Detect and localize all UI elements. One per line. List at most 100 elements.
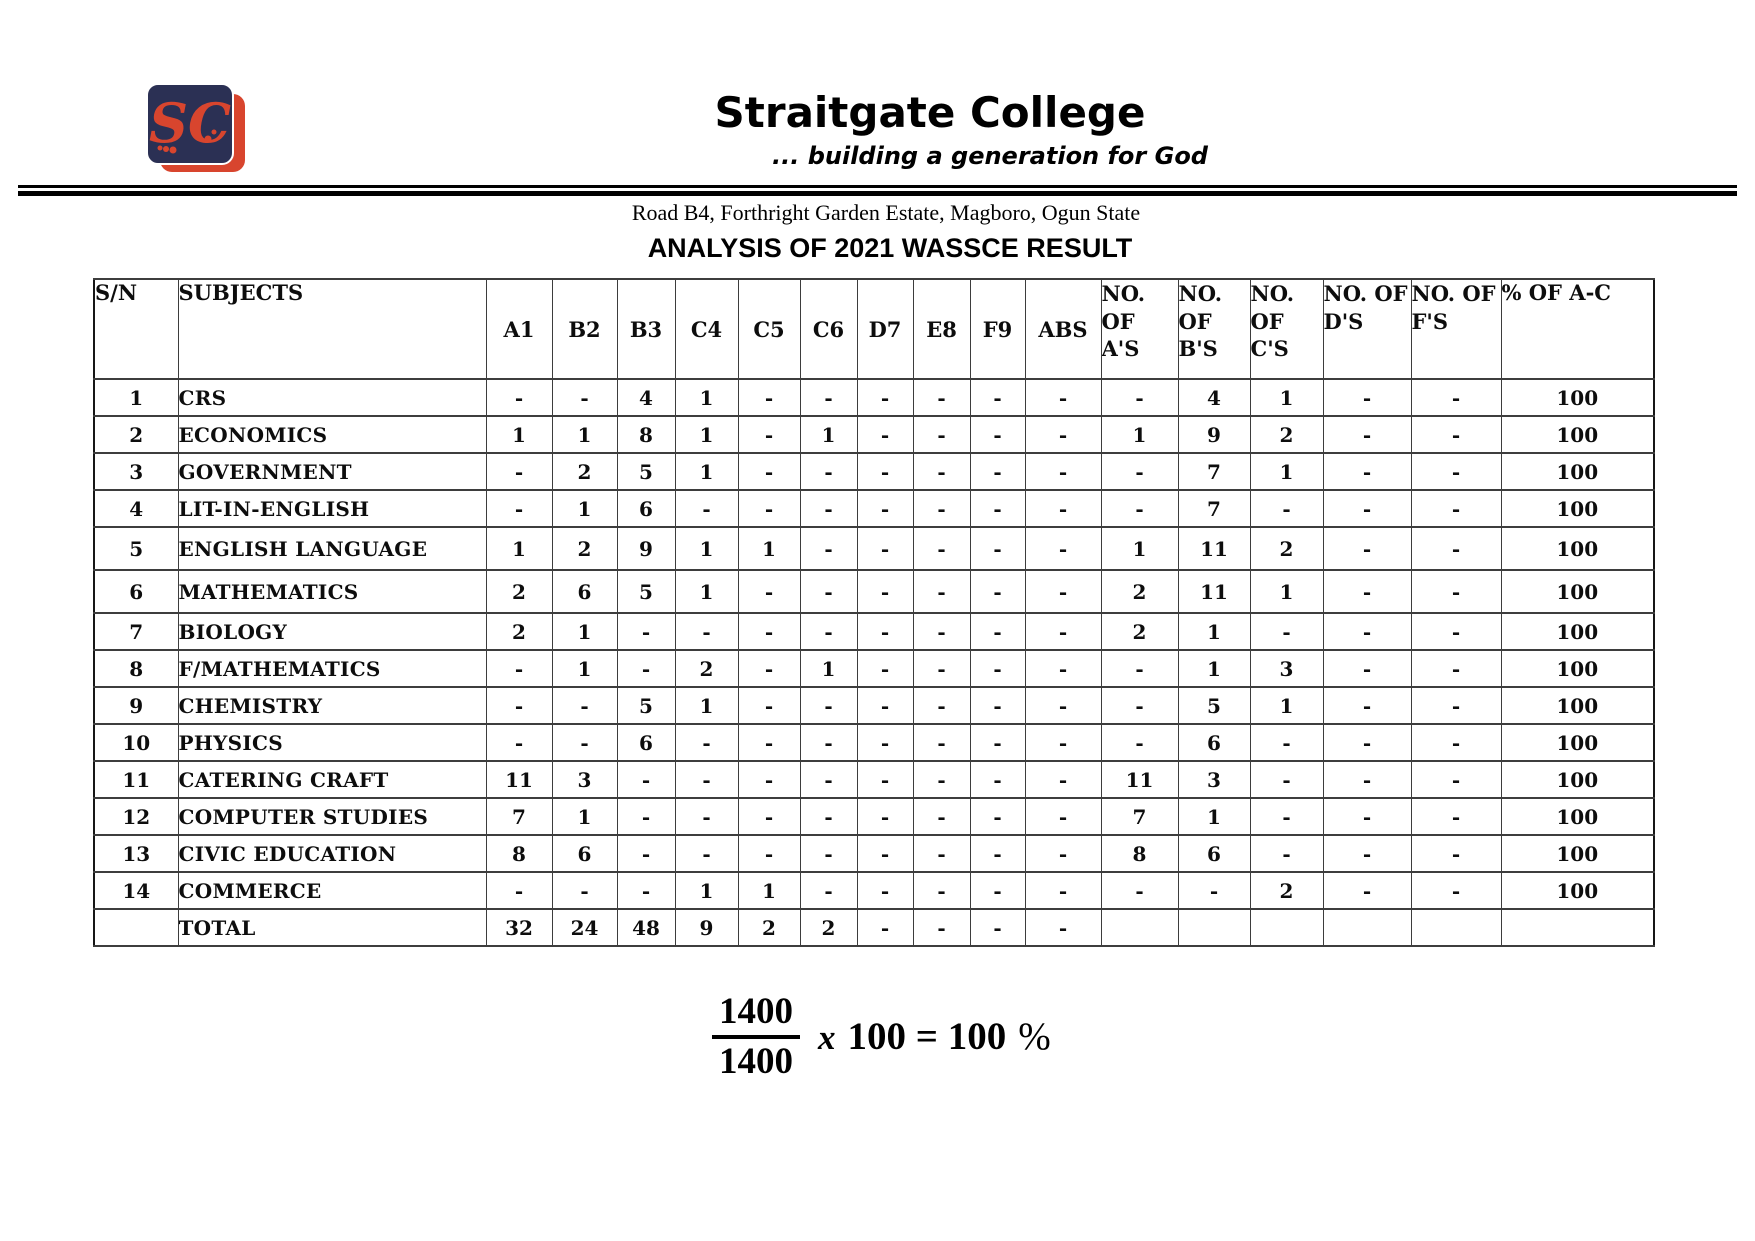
cell: 13 xyxy=(93,834,179,873)
cell: - xyxy=(674,723,739,762)
cell: - xyxy=(1100,871,1179,910)
cell: - xyxy=(1322,760,1412,799)
cell: TOTAL xyxy=(177,908,487,947)
cell: 100 xyxy=(1500,612,1655,651)
cell: - xyxy=(1322,526,1412,571)
cell: - xyxy=(674,834,739,873)
cell: 2 xyxy=(1249,415,1324,454)
cell: - xyxy=(737,452,801,491)
header-cell: S/N xyxy=(93,278,179,380)
table-row: 1 CRS - -4 1- - - - - - -4 1- -100 xyxy=(93,378,1655,417)
cell: - xyxy=(1249,797,1324,836)
logo-dot-icon xyxy=(211,129,217,135)
table-row-total: TOTAL 32 24 48 9 2 2- - - - xyxy=(93,908,1655,947)
cell: - xyxy=(485,378,553,417)
cell: 1 xyxy=(674,378,739,417)
cell: 1 xyxy=(551,797,618,836)
cell: - xyxy=(799,378,858,417)
cell: 1 xyxy=(674,871,739,910)
cell: 4 xyxy=(616,378,676,417)
cell: 7 xyxy=(1177,489,1251,528)
cell: - xyxy=(856,686,914,725)
cell: - xyxy=(969,723,1026,762)
cell: - xyxy=(856,452,914,491)
header-cell: SUBJECTS xyxy=(177,278,487,380)
formula-multiply-x: x xyxy=(818,1018,836,1058)
cell: - xyxy=(1322,612,1412,651)
cell xyxy=(93,908,179,947)
cell xyxy=(1100,908,1179,947)
cell: - xyxy=(1410,415,1502,454)
cell: 6 xyxy=(551,834,618,873)
school-logo: SC xyxy=(145,82,247,174)
table-row: 3 GOVERNMENT -2 5 1- - - - - - -7 1- -100 xyxy=(93,452,1655,491)
cell: 9 xyxy=(1177,415,1251,454)
cell: - xyxy=(737,797,801,836)
cell: - xyxy=(737,723,801,762)
logo-dot-icon xyxy=(169,146,177,154)
cell: - xyxy=(1410,569,1502,614)
cell: - xyxy=(616,834,676,873)
cell: - xyxy=(912,871,971,910)
cell: 9 xyxy=(93,686,179,725)
cell: 1 xyxy=(674,415,739,454)
school-slogan: ... building a generation for God xyxy=(772,142,1208,170)
logo-navy-panel xyxy=(146,83,234,165)
cell: MATHEMATICS xyxy=(177,569,487,614)
cell: 3 xyxy=(1249,649,1324,688)
table-row: 13 CIVIC EDUCATION 8 6- - - - - - - -8 6- - -100 xyxy=(93,834,1655,873)
table-header: S/N SUBJECTS A1 B2 B3 C4 C5 C6 D7 E8 F9 ABS NO. OF A… xyxy=(93,278,1655,380)
cell: 10 xyxy=(93,723,179,762)
cell: 32 xyxy=(485,908,553,947)
cell: - xyxy=(1410,797,1502,836)
cell: - xyxy=(1410,723,1502,762)
cell: - xyxy=(969,489,1026,528)
cell: - xyxy=(856,612,914,651)
cell: 7 xyxy=(485,797,553,836)
cell xyxy=(1500,908,1655,947)
cell: 100 xyxy=(1500,569,1655,614)
formula-percent-sign: % xyxy=(1018,1015,1051,1059)
cell: 100 xyxy=(1500,760,1655,799)
cell: - xyxy=(674,797,739,836)
cell: 1 xyxy=(674,686,739,725)
cell: 5 xyxy=(1177,686,1251,725)
header-cell: ABS xyxy=(1024,278,1102,380)
cell: - xyxy=(737,686,801,725)
cell: - xyxy=(551,871,618,910)
cell: - xyxy=(551,686,618,725)
cell: 24 xyxy=(551,908,618,947)
header-cell: E8 xyxy=(912,278,971,380)
cell: 1 xyxy=(1249,686,1324,725)
cell: - xyxy=(1322,569,1412,614)
school-address: Road B4, Forthright Garden Estate, Magbo… xyxy=(631,200,1141,225)
cell: - xyxy=(1024,723,1102,762)
cell: 2 xyxy=(485,569,553,614)
cell: - xyxy=(856,378,914,417)
cell: - xyxy=(1024,797,1102,836)
cell: - xyxy=(912,569,971,614)
cell: - xyxy=(1410,760,1502,799)
cell: - xyxy=(1100,686,1179,725)
cell: - xyxy=(912,378,971,417)
cell: - xyxy=(856,649,914,688)
logo-dot-icon xyxy=(163,146,169,152)
cell xyxy=(1249,908,1324,947)
cell: - xyxy=(799,612,858,651)
cell: ECONOMICS xyxy=(177,415,487,454)
cell: 8 xyxy=(1100,834,1179,873)
cell: - xyxy=(485,489,553,528)
cell: - xyxy=(1100,452,1179,491)
cell: - xyxy=(616,760,676,799)
table-row: 12 COMPUTER STUDIES 7 1- - - - - - - -7 1- - -100 xyxy=(93,797,1655,836)
cell: - xyxy=(799,871,858,910)
cell: - xyxy=(856,760,914,799)
cell: - xyxy=(485,452,553,491)
cell: 11 xyxy=(93,760,179,799)
cell: 7 xyxy=(93,612,179,651)
cell: - xyxy=(856,415,914,454)
cell: LIT-IN-ENGLISH xyxy=(177,489,487,528)
cell: 1 xyxy=(799,415,858,454)
cell: 2 xyxy=(551,526,618,571)
cell: 2 xyxy=(1249,526,1324,571)
